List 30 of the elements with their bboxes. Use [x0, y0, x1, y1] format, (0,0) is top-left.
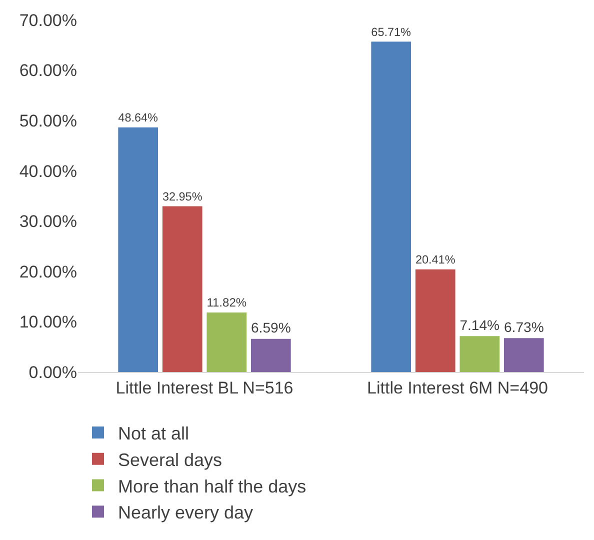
legend-label: Several days: [118, 450, 222, 470]
legend-label: Not at all: [118, 423, 190, 444]
legend-label: More than half the days: [118, 476, 306, 496]
y-tick-label: 50.00%: [19, 112, 77, 131]
data-label: 6.59%: [250, 320, 291, 336]
data-label: 65.71%: [371, 26, 412, 39]
bar: [460, 336, 500, 372]
data-label: 11.82%: [206, 296, 247, 310]
y-tick-label: 20.00%: [19, 262, 77, 282]
y-tick-label: 60.00%: [19, 61, 77, 80]
bar: [250, 338, 291, 372]
data-label: 6.73%: [504, 318, 544, 335]
x-tick-label: Little Interest 6M N=490: [367, 378, 548, 398]
x-tick-label: Little Interest BL N=516: [116, 378, 294, 398]
data-label: 32.95%: [162, 190, 203, 204]
bar: [162, 206, 202, 372]
bar: [415, 269, 456, 372]
y-tick-label: 30.00%: [19, 212, 77, 232]
y-tick-label: 0.00%: [28, 362, 77, 382]
y-tick-label: 70.00%: [19, 10, 77, 30]
bar: [118, 127, 158, 372]
y-tick-label: 40.00%: [19, 162, 77, 181]
y-tick-label: 10.00%: [19, 312, 77, 332]
bar: [206, 312, 247, 372]
data-label: 20.41%: [415, 254, 456, 267]
bar: [504, 338, 544, 372]
data-label: 7.14%: [460, 316, 500, 333]
data-label: 48.64%: [118, 112, 159, 125]
bar: [371, 42, 412, 372]
legend-label: Nearly every day: [118, 502, 254, 523]
